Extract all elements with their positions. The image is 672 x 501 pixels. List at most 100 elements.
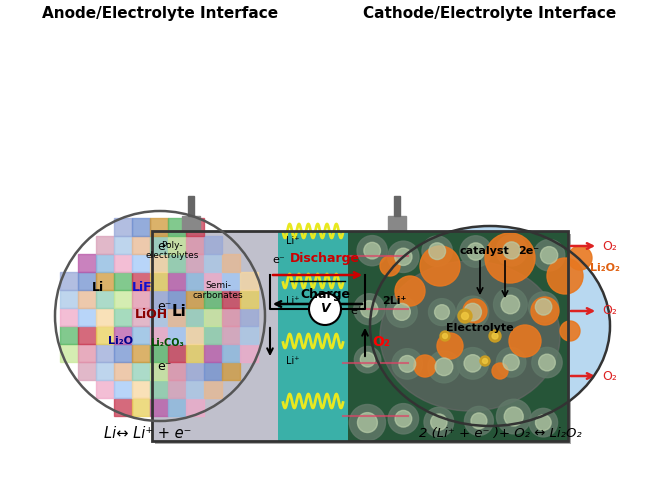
Text: O₂: O₂ bbox=[602, 239, 617, 253]
Circle shape bbox=[482, 359, 487, 364]
Bar bbox=[96, 344, 114, 362]
Bar bbox=[168, 254, 186, 272]
Circle shape bbox=[395, 410, 412, 427]
Circle shape bbox=[462, 313, 468, 320]
Text: Electrolyte: Electrolyte bbox=[446, 323, 514, 333]
Bar bbox=[78, 272, 96, 290]
Bar bbox=[240, 344, 258, 362]
Bar bbox=[60, 272, 78, 290]
Bar bbox=[78, 254, 96, 272]
Text: V: V bbox=[320, 303, 330, 316]
Circle shape bbox=[420, 246, 460, 286]
Circle shape bbox=[529, 292, 558, 322]
Bar bbox=[240, 308, 258, 326]
Circle shape bbox=[501, 295, 519, 314]
Bar bbox=[168, 272, 186, 290]
Circle shape bbox=[504, 407, 523, 426]
Bar bbox=[204, 254, 222, 272]
Bar bbox=[96, 254, 114, 272]
Bar bbox=[186, 344, 204, 362]
Text: Discharge: Discharge bbox=[290, 252, 360, 265]
Text: e⁻: e⁻ bbox=[272, 255, 285, 265]
Text: Li: Li bbox=[172, 304, 187, 319]
Circle shape bbox=[53, 209, 267, 423]
Bar bbox=[222, 290, 240, 308]
Circle shape bbox=[536, 415, 551, 430]
Text: 2Li⁺: 2Li⁺ bbox=[382, 296, 407, 306]
Text: Poly-
electrolytes: Poly- electrolytes bbox=[145, 240, 199, 260]
Bar bbox=[204, 290, 222, 308]
Circle shape bbox=[395, 276, 425, 306]
Text: O₂: O₂ bbox=[372, 335, 390, 349]
Circle shape bbox=[547, 258, 583, 294]
Bar bbox=[168, 344, 186, 362]
Text: O₂: O₂ bbox=[602, 370, 617, 382]
Circle shape bbox=[492, 363, 508, 379]
Bar bbox=[348, 231, 568, 441]
Bar bbox=[186, 308, 204, 326]
Circle shape bbox=[388, 404, 419, 434]
Bar bbox=[150, 218, 168, 236]
Circle shape bbox=[568, 246, 592, 270]
Text: e⁻: e⁻ bbox=[157, 300, 171, 313]
Circle shape bbox=[539, 354, 555, 371]
Bar bbox=[168, 290, 186, 308]
Text: O₂: O₂ bbox=[602, 305, 617, 318]
Circle shape bbox=[380, 256, 400, 276]
Bar bbox=[186, 218, 204, 236]
Bar bbox=[132, 398, 150, 416]
Bar bbox=[60, 308, 78, 326]
Circle shape bbox=[393, 304, 411, 320]
Bar bbox=[222, 326, 240, 344]
Circle shape bbox=[464, 355, 481, 372]
Bar bbox=[186, 236, 204, 254]
Bar bbox=[132, 344, 150, 362]
Circle shape bbox=[364, 242, 380, 259]
Bar bbox=[186, 272, 204, 290]
Bar bbox=[186, 290, 204, 308]
Bar bbox=[114, 380, 132, 398]
Circle shape bbox=[460, 236, 491, 267]
Bar bbox=[240, 326, 258, 344]
Bar bbox=[96, 290, 114, 308]
Bar bbox=[114, 362, 132, 380]
Bar bbox=[78, 344, 96, 362]
Circle shape bbox=[540, 246, 558, 264]
Bar bbox=[96, 362, 114, 380]
Circle shape bbox=[485, 233, 535, 283]
Bar bbox=[240, 272, 258, 290]
Text: LiF: LiF bbox=[132, 281, 153, 294]
Text: Li⁺: Li⁺ bbox=[286, 236, 300, 246]
Bar bbox=[132, 218, 150, 236]
Bar bbox=[150, 326, 168, 344]
Bar bbox=[150, 380, 168, 398]
Circle shape bbox=[497, 348, 526, 377]
Text: Li₂O₂: Li₂O₂ bbox=[590, 263, 620, 273]
Bar bbox=[155, 234, 571, 444]
Text: 2 (Li⁺ + e⁻ )+ O₂ ↔ Li₂O₂: 2 (Li⁺ + e⁻ )+ O₂ ↔ Li₂O₂ bbox=[419, 426, 581, 439]
Bar bbox=[222, 272, 240, 290]
Bar bbox=[168, 326, 186, 344]
Text: catalyst: catalyst bbox=[460, 246, 510, 256]
Bar bbox=[168, 218, 186, 236]
Bar bbox=[150, 236, 168, 254]
Bar bbox=[168, 308, 186, 326]
Circle shape bbox=[353, 294, 385, 325]
Circle shape bbox=[496, 235, 527, 266]
Text: 2e⁻: 2e⁻ bbox=[518, 246, 539, 256]
Text: Charge: Charge bbox=[300, 288, 350, 301]
Bar bbox=[60, 326, 78, 344]
Text: Li↔ Li⁺ + e⁻: Li↔ Li⁺ + e⁻ bbox=[104, 425, 192, 440]
Circle shape bbox=[354, 347, 381, 373]
Circle shape bbox=[489, 330, 501, 342]
Bar bbox=[114, 272, 132, 290]
Bar bbox=[132, 290, 150, 308]
Bar bbox=[222, 254, 240, 272]
Text: Li₂O: Li₂O bbox=[108, 336, 133, 346]
Text: e⁻: e⁻ bbox=[157, 360, 171, 373]
Bar bbox=[114, 344, 132, 362]
Circle shape bbox=[392, 349, 423, 379]
Bar bbox=[188, 196, 194, 216]
Bar bbox=[132, 380, 150, 398]
Bar bbox=[60, 344, 78, 362]
